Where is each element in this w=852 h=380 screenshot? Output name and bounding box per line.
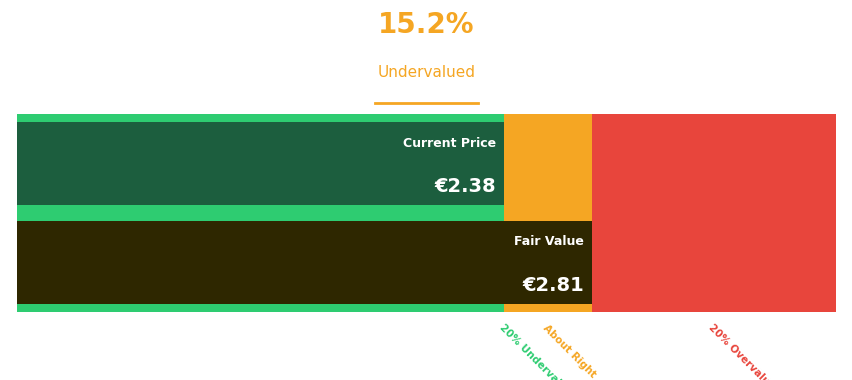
Bar <box>17 221 591 304</box>
Bar <box>17 122 504 205</box>
Bar <box>17 114 504 312</box>
Text: €2.81: €2.81 <box>521 276 584 295</box>
Text: 15.2%: 15.2% <box>377 11 475 40</box>
Text: Undervalued: Undervalued <box>377 65 475 79</box>
Bar <box>591 114 835 312</box>
Text: 20% Undervalued: 20% Undervalued <box>497 323 577 380</box>
Text: Current Price: Current Price <box>402 136 496 150</box>
Text: 20% Overvalued: 20% Overvalued <box>706 323 781 380</box>
Bar <box>504 114 591 312</box>
Text: About Right: About Right <box>541 323 597 380</box>
Text: €2.38: €2.38 <box>434 177 496 196</box>
Text: Fair Value: Fair Value <box>514 235 584 249</box>
